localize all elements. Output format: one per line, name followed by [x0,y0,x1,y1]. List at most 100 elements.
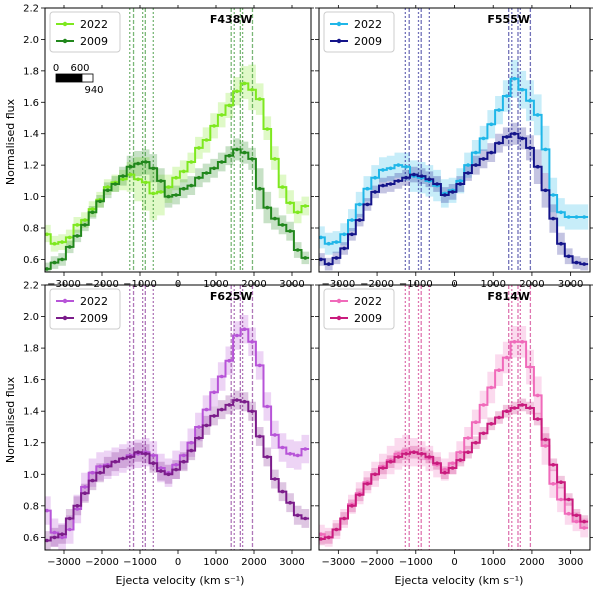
x-tick-label-3000: 3000 [279,557,304,568]
data-point-2009 [60,532,64,536]
data-point-2009 [257,186,262,191]
x-axis-label-right: Ejecta velocity (km s⁻¹) [395,574,524,587]
data-point-2022 [458,179,463,183]
data-point-2009 [151,166,156,171]
data-point-2022 [288,452,292,456]
y-tick-label-2: 2.0 [23,312,39,323]
y-tick-label-0p8: 0.8 [23,501,39,512]
data-point-2009 [326,262,331,266]
data-point-2009 [505,135,509,139]
x-axis-label-left: Ejecta velocity (km s⁻¹) [116,574,245,587]
data-point-2009 [505,409,509,414]
data-point-2022 [481,403,486,407]
data-point-2009 [365,482,370,486]
legend-marker-2022 [62,298,68,304]
data-point-2022 [181,453,186,458]
data-point-2009 [159,179,163,183]
data-point-2009 [535,417,540,421]
data-point-2009 [381,183,385,188]
data-point-2022 [83,485,87,489]
data-point-2022 [257,363,262,368]
data-point-2009 [242,399,247,404]
data-point-2022 [396,452,401,456]
data-point-2009 [219,160,224,164]
data-point-2009 [265,455,270,459]
data-point-2009 [559,241,563,246]
panel-title: F814W [487,290,530,303]
data-point-2022 [334,240,339,244]
data-point-2022 [505,355,509,360]
data-point-2009 [334,256,339,260]
data-point-2009 [197,436,201,440]
y-tick-label-1p8: 1.8 [23,344,39,355]
data-point-2022 [404,448,408,453]
data-point-2022 [273,157,277,161]
y-tick-label-1p8: 1.8 [23,66,39,77]
y-tick-label-0p8: 0.8 [23,224,39,235]
data-point-2009 [350,504,354,508]
data-point-2009 [497,141,501,145]
data-point-2022 [535,113,540,117]
data-point-2022 [574,519,579,524]
data-point-2009 [582,519,586,524]
data-point-2022 [326,241,331,246]
data-point-2022 [489,385,494,390]
data-point-2022 [67,235,72,240]
data-point-2022 [303,447,308,451]
data-point-2009 [427,455,432,459]
legend-marker-2009 [62,315,68,321]
data-point-2009 [75,504,80,508]
data-point-2009 [450,190,455,194]
legend-label-2009: 2009 [80,35,108,48]
data-point-2022 [159,190,163,194]
data-point-2009 [528,146,532,150]
scale-bar-filled-segment [55,73,83,83]
data-point-2009 [273,216,277,221]
scale-bar-label-0: 0 [53,63,59,74]
data-point-2009 [90,210,95,215]
y-tick-label-1p6: 1.6 [23,98,39,109]
data-point-2022 [551,193,555,197]
data-point-2022 [512,340,517,344]
data-point-2022 [388,166,393,171]
data-point-2009 [458,458,463,462]
data-point-2009 [543,188,548,193]
data-point-2009 [489,422,494,426]
data-point-2022 [242,81,247,86]
data-point-2022 [474,150,478,155]
y-tick-label-1p6: 1.6 [23,375,39,386]
data-point-2009 [288,500,292,505]
panel-title: F438W [210,13,253,26]
data-point-2022 [582,215,586,219]
uncertainty-band-2009 [319,122,589,271]
data-point-2009 [295,513,300,518]
data-point-2022 [212,124,216,128]
data-point-2022 [582,526,586,530]
data-point-2022 [136,177,140,182]
data-point-2022 [505,94,509,98]
data-point-2009 [295,248,300,252]
data-point-2009 [326,535,331,540]
data-point-2009 [474,163,478,167]
data-point-2009 [551,216,555,221]
data-point-2022 [250,87,254,92]
legend-label-2009: 2009 [354,312,382,325]
data-point-2009 [334,527,339,532]
data-point-2022 [288,201,292,205]
data-point-2009 [466,450,470,455]
x-tick-label-m1000: −1000 [123,557,157,568]
data-point-2009 [143,160,148,164]
uncertainty-band-2022 [319,326,589,547]
data-point-2009 [365,202,370,207]
data-point-2022 [365,186,370,191]
data-point-2009 [280,489,285,494]
data-point-2009 [98,199,102,204]
data-point-2009 [227,403,232,407]
data-point-2009 [136,161,140,166]
data-point-2009 [128,455,133,459]
data-point-2009 [181,459,186,464]
data-point-2009 [250,409,254,414]
series-line-2022 [45,328,310,539]
panel-F625W: −3000 −2000 −1000 0 1000 2000 3000 0.6 0.8 1.0 1.2… [23,281,314,568]
